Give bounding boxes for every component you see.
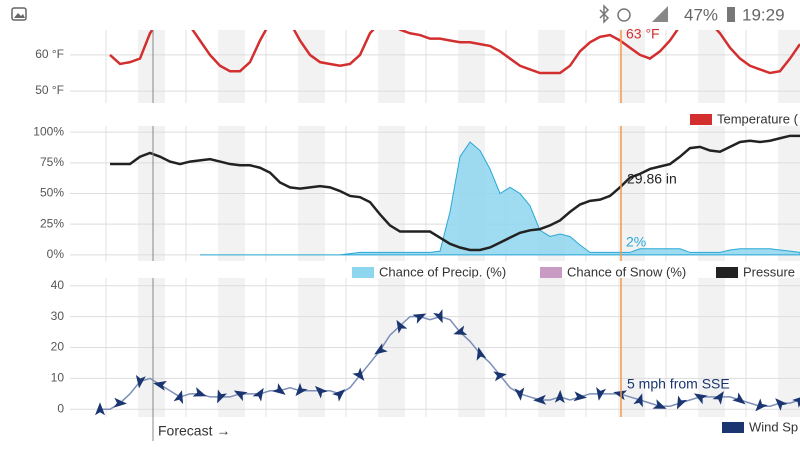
wind-arrow [693,393,708,405]
legend-label: Chance of Snow (%) [567,264,686,279]
y-tick-label: 25% [40,216,64,230]
wind-arrow [396,319,408,334]
legend-swatch [722,422,744,433]
wind-arrow [374,343,388,355]
battery-level: 47% [684,5,718,24]
day-band [138,30,165,103]
wind-arrow [712,391,724,405]
wind-arrow [596,387,606,401]
status-bar [0,0,800,30]
forecast-label: Forecast → [158,423,230,439]
wind-arrow [732,392,746,405]
wind-arrow [153,380,167,391]
wind-arrow [135,374,146,389]
line [110,134,800,252]
y-tick-label: 50% [40,186,64,200]
y-tick-label: 0% [47,247,65,261]
wind-arrow [613,390,628,401]
y-tick-label: 10 [51,371,65,385]
wind-arrow [755,398,768,412]
wind-arrow [676,395,688,410]
wind-arrow [272,383,286,395]
legend-swatch [716,267,738,278]
wind-arrow [252,387,264,402]
day-band [298,30,325,103]
day-band [778,30,800,103]
wind-arrow [433,309,443,324]
y-tick-label: 20 [51,340,65,354]
wind-arrow [573,391,587,402]
legend-swatch [690,114,712,125]
gallery-icon-shape [14,13,25,18]
alarm-icon [617,8,631,22]
battery-icon [727,7,735,22]
annotation: 29.86 in [627,171,677,187]
wind-arrow [476,346,487,361]
annotation: 63 °F [626,26,660,42]
y-tick-label: 50 °F [35,83,64,97]
legend-label: Pressure [743,264,795,279]
y-tick-label: 40 [51,278,65,292]
line [109,30,800,75]
legend-swatch [540,267,562,278]
y-tick-label: 100% [33,124,64,138]
day-band [538,30,565,103]
legend-swatch [352,267,374,278]
legend-label: Temperature ( [717,111,799,126]
wind-arrow [493,371,507,382]
wind-arrow [192,387,207,397]
day-band [458,30,485,103]
wind-arrow [113,397,127,408]
wind-arrow [332,389,346,402]
wind-arrow [514,387,525,401]
y-tick-label: 75% [40,155,64,169]
annotation: 2% [626,234,646,250]
area [200,141,800,256]
wind-arrow [633,393,643,408]
wind-arrow [314,385,328,399]
wind-arrow [554,389,565,404]
y-tick-label: 0 [57,401,64,415]
legend-label: Chance of Precip. (%) [379,264,506,279]
bluetooth-icon [599,4,610,24]
y-tick-label: 30 [51,309,65,323]
wind-arrow [792,395,800,408]
wind-arrow [453,325,468,335]
wind-arrow [217,389,228,404]
wind-arrow [775,398,788,411]
legend-label: Wind Sp [749,419,798,434]
gallery-icon [11,7,27,21]
wind-arrow [652,399,667,409]
plot-1 [70,126,800,261]
wind-arrow [412,313,427,324]
wind-arrow [95,402,105,416]
day-band [378,30,405,103]
day-band [698,30,725,103]
wind-arrow [352,367,365,381]
plot-0 [70,30,800,103]
clock: 19:29 [742,5,785,24]
wind-arrow [533,394,547,405]
wind-arrow [173,390,184,405]
wind-arrow [233,390,248,402]
annotation: 5 mph from SSE [627,376,730,392]
signal-icon [652,6,668,22]
y-tick-label: 60 °F [35,47,64,61]
wind-arrow [295,382,308,397]
plot-2 [70,278,800,417]
